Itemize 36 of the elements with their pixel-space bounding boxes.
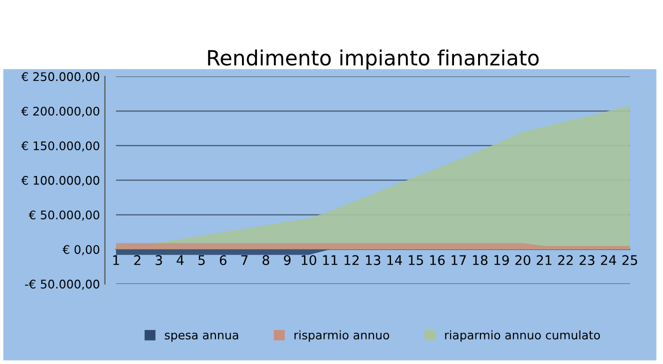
x-tick-label: 21 bbox=[536, 255, 552, 265]
x-tick-label: 13 bbox=[366, 255, 380, 266]
x-tick-label: 1 bbox=[113, 255, 120, 265]
legend-label: spesa annua bbox=[164, 332, 238, 342]
x-tick-label: 8 bbox=[262, 255, 270, 266]
x-tick-label: 9 bbox=[284, 255, 291, 266]
x-tick-label: 20 bbox=[515, 255, 530, 266]
x-tick-label: 22 bbox=[558, 255, 573, 265]
y-tick-label: € 100.000,00 bbox=[21, 176, 100, 186]
x-tick-label: 15 bbox=[408, 255, 423, 266]
x-tick-label: 16 bbox=[430, 255, 445, 266]
x-tick-label: 10 bbox=[302, 255, 316, 266]
x-tick-label: 5 bbox=[198, 255, 205, 266]
legend-label: risparmio annuo bbox=[294, 330, 390, 342]
x-tick-label: 17 bbox=[452, 255, 466, 265]
y-tick-label: € 200.000,00 bbox=[21, 106, 100, 117]
x-tick-label: 7 bbox=[241, 255, 248, 265]
x-tick-label: 12 bbox=[344, 255, 359, 265]
y-tick-label: -€ 50.000,00 bbox=[25, 280, 100, 290]
x-tick-label: 19 bbox=[494, 255, 509, 266]
x-tick-label: 4 bbox=[176, 255, 184, 265]
y-tick-label: € 250.000,00 bbox=[21, 72, 100, 82]
legend-label: riaparmio annuo cumulato bbox=[445, 330, 600, 342]
x-tick-label: 23 bbox=[580, 255, 594, 266]
x-tick-label: 6 bbox=[220, 255, 226, 266]
x-tick-label: 25 bbox=[622, 255, 638, 266]
chart-title: Rendimento impianto finanziato bbox=[208, 50, 539, 70]
x-tick-label: 14 bbox=[387, 255, 402, 265]
x-tick-label: 18 bbox=[473, 255, 488, 266]
x-tick-label: 3 bbox=[156, 255, 162, 266]
x-tick-label: 24 bbox=[601, 255, 616, 265]
x-tick-label: 2 bbox=[134, 255, 140, 265]
y-tick-label: € 150.000,00 bbox=[21, 141, 100, 152]
y-tick-label: € 0,00 bbox=[62, 245, 100, 256]
y-tick-label: € 50.000,00 bbox=[28, 210, 100, 221]
x-tick-label: 11 bbox=[323, 255, 338, 265]
